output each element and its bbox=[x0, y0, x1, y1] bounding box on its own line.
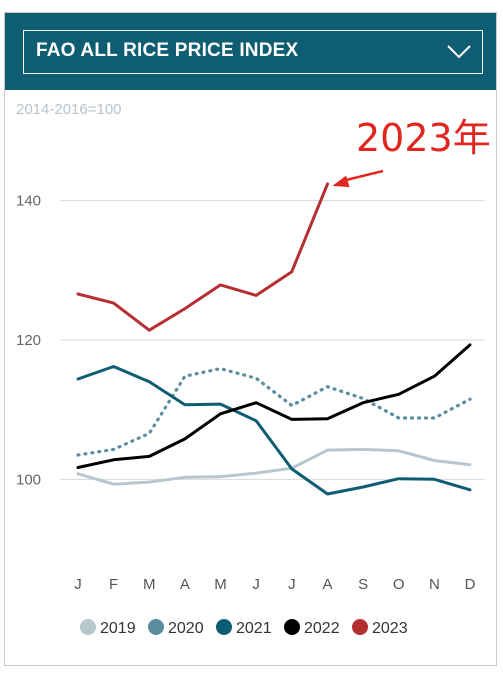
x-tick-label: M bbox=[214, 576, 227, 593]
x-tick-label: A bbox=[322, 576, 332, 593]
y-tick-label: 120 bbox=[16, 332, 41, 349]
y-tick-label: 140 bbox=[16, 193, 41, 210]
x-tick-label: A bbox=[180, 576, 190, 593]
series-line-2021 bbox=[76, 365, 472, 496]
x-tick-label: O bbox=[393, 576, 405, 593]
annotation-label: 2023年 bbox=[356, 116, 491, 160]
x-tick-label: F bbox=[109, 576, 118, 593]
base-period-note: 2014-2016=100 bbox=[16, 101, 122, 118]
legend-marker-2022 bbox=[284, 619, 300, 635]
x-tick-label: J bbox=[74, 576, 82, 593]
x-tick-label: J bbox=[252, 576, 260, 593]
legend-marker-2021 bbox=[216, 619, 232, 635]
legend-label-2019: 2019 bbox=[100, 620, 136, 637]
series-line-2020 bbox=[76, 367, 472, 457]
x-tick-label: S bbox=[358, 576, 368, 593]
legend-label-2021: 2021 bbox=[236, 620, 272, 637]
chart-frame bbox=[4, 12, 497, 666]
annotation-arrow-shaft bbox=[342, 169, 384, 183]
x-tick-label: D bbox=[465, 576, 476, 593]
legend-marker-2019 bbox=[80, 619, 96, 635]
x-tick-label: N bbox=[429, 576, 440, 593]
dropdown-selected-value: FAO ALL RICE PRICE INDEX bbox=[36, 40, 299, 61]
series-line-2019 bbox=[76, 447, 472, 486]
legend-label-2023: 2023 bbox=[372, 620, 408, 637]
series-line-2022 bbox=[76, 343, 472, 469]
x-tick-label: J bbox=[288, 576, 296, 593]
x-tick-label: M bbox=[143, 576, 156, 593]
index-selector-dropdown[interactable]: FAO ALL RICE PRICE INDEX bbox=[23, 30, 483, 74]
series-line-2023 bbox=[76, 182, 329, 332]
chart-header: FAO ALL RICE PRICE INDEX bbox=[5, 13, 496, 90]
y-tick-label: 100 bbox=[16, 471, 41, 488]
legend-marker-2020 bbox=[148, 619, 164, 635]
legend-label-2020: 2020 bbox=[168, 620, 204, 637]
chevron-down-icon bbox=[447, 45, 471, 59]
annotation-arrow-head bbox=[332, 175, 350, 188]
legend-marker-2023 bbox=[352, 619, 368, 635]
legend-label-2022: 2022 bbox=[304, 620, 340, 637]
